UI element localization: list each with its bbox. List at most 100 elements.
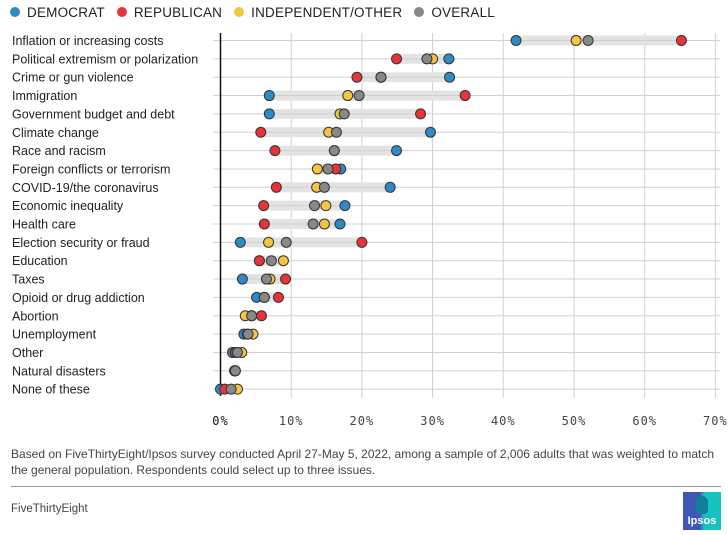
data-point-democrat [384, 181, 396, 193]
data-point-overall [231, 346, 243, 358]
data-point-overall [225, 383, 237, 395]
data-point-overall [318, 181, 330, 193]
ipsos-head-icon [696, 496, 708, 514]
row-label: Race and racism [12, 144, 106, 158]
data-point-republican [356, 236, 368, 248]
data-point-independent-other [342, 90, 354, 102]
data-point-republican [391, 53, 403, 65]
data-point-overall [280, 236, 292, 248]
data-point-overall [229, 365, 241, 377]
row-label: Other [12, 346, 43, 360]
row-label: Government budget and debt [12, 107, 175, 121]
data-point-democrat [444, 71, 456, 83]
x-tick-label: 60% [632, 414, 657, 428]
legend-dot-icon [10, 7, 20, 17]
data-point-overall [309, 200, 321, 212]
data-point-independent-other [311, 163, 323, 175]
data-point-democrat [334, 218, 346, 230]
row-label: Taxes [12, 273, 45, 287]
data-point-independent-other [570, 35, 582, 46]
data-point-overall [265, 255, 277, 267]
row-label: Health care [12, 218, 76, 232]
x-tick-label: 0% [212, 414, 228, 428]
data-point-overall [330, 126, 342, 138]
data-point-republican [351, 71, 363, 83]
data-point-overall [242, 328, 254, 340]
data-point-democrat [263, 90, 275, 102]
data-point-independent-other [320, 200, 332, 212]
legend-dot-icon [414, 7, 425, 17]
row-label: Election security or fraud [12, 236, 150, 250]
data-point-democrat [391, 145, 403, 157]
row-label: Political extremism or polarization [12, 52, 198, 66]
data-point-democrat [263, 108, 275, 120]
row-label: None of these [12, 383, 90, 397]
data-point-democrat [234, 236, 246, 248]
legend-label: OVERALL [431, 4, 495, 20]
legend-label: REPUBLICAN [133, 4, 223, 20]
legend-item-overall: OVERALL [414, 5, 495, 20]
x-tick-label: 50% [562, 414, 587, 428]
footer-divider [11, 486, 721, 487]
data-point-republican [459, 90, 471, 102]
data-point-republican [253, 255, 265, 267]
data-point-republican [415, 108, 427, 120]
data-point-democrat [510, 35, 522, 46]
data-point-republican [675, 35, 687, 46]
x-tick-label: 10% [279, 414, 304, 428]
legend-label: INDEPENDENT/OTHER [251, 4, 403, 20]
row-label: Inflation or increasing costs [12, 34, 163, 48]
data-point-democrat [443, 53, 455, 65]
x-tick-label: 70% [703, 414, 728, 428]
row-label: Opioid or drug addiction [12, 291, 145, 305]
data-point-overall [353, 90, 365, 102]
row-label: Economic inequality [12, 199, 124, 213]
row-label: Education [12, 254, 68, 268]
data-point-overall [258, 291, 270, 303]
legend-dot-icon [116, 7, 127, 17]
data-point-overall [338, 108, 350, 120]
data-point-overall [582, 35, 594, 46]
ipsos-logo-text: Ipsos [687, 515, 717, 527]
data-point-republican [258, 200, 270, 212]
data-point-republican [256, 310, 268, 322]
x-tick-label: 20% [350, 414, 375, 428]
data-point-republican [280, 273, 292, 285]
data-point-democrat [236, 273, 248, 285]
legend-dot-icon [234, 7, 245, 17]
legend-item-republican: REPUBLICAN [116, 4, 223, 20]
data-point-republican [255, 126, 267, 138]
dot-range-chart: Inflation or increasing costs Political e… [12, 33, 728, 428]
row-label: Crime or gun violence [12, 71, 134, 85]
legend-item-independent: INDEPENDENT/OTHER [234, 5, 402, 20]
data-point-republican [258, 218, 270, 230]
data-point-overall [260, 273, 272, 285]
data-point-overall [421, 53, 433, 65]
row-label: Climate change [12, 126, 99, 140]
data-point-democrat [339, 200, 351, 212]
row-label: COVID-19/the coronavirus [12, 181, 159, 195]
source-credit: FiveThirtyEight [11, 503, 88, 515]
chart-footnote: Based on FiveThirtyEight/Ipsos survey co… [11, 447, 715, 477]
row-label: Foreign conflicts or terrorism [12, 162, 170, 176]
data-point-republican [269, 145, 281, 157]
row-label: Abortion [12, 309, 59, 323]
data-point-overall [375, 71, 387, 83]
legend-label: DEMOCRAT [27, 4, 105, 20]
data-point-democrat [424, 126, 436, 138]
data-point-independent-other [263, 236, 275, 248]
x-tick-label: 30% [420, 414, 445, 428]
data-point-overall [328, 145, 340, 157]
data-point-overall [246, 310, 258, 322]
row-label: Natural disasters [12, 364, 106, 378]
data-point-overall [322, 163, 334, 175]
chart-legend: DEMOCRAT REPUBLICAN INDEPENDENT/OTHER OV… [10, 3, 507, 21]
data-point-overall [307, 218, 319, 230]
legend-item-democrat: DEMOCRAT [10, 5, 105, 20]
x-tick-label: 40% [491, 414, 516, 428]
row-label: Unemployment [12, 328, 97, 342]
data-point-republican [270, 181, 282, 193]
data-point-independent-other [277, 255, 289, 267]
data-point-republican [272, 291, 284, 303]
row-label: Immigration [12, 89, 77, 103]
